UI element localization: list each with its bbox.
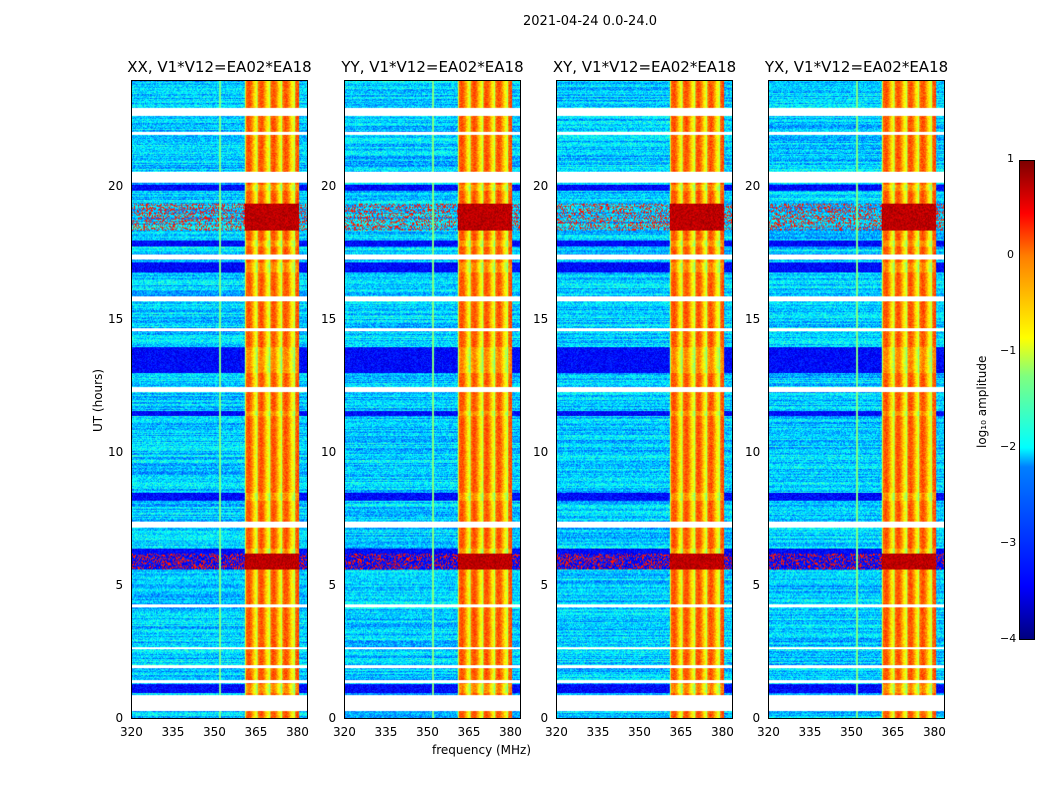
y-tick-label: 20	[321, 178, 337, 193]
colorbar-tick-label: 0	[1007, 248, 1014, 261]
y-tick-label: 0	[328, 711, 337, 725]
y-tick-label: 5	[752, 577, 761, 592]
figure-title: 2021-04-24 0.0-24.0	[523, 14, 657, 29]
spectrogram-panel	[344, 80, 521, 719]
x-tick-label: 350	[415, 725, 439, 739]
colorbar-tick-label: −4	[1000, 632, 1017, 645]
spectrogram-panel	[131, 80, 308, 719]
panel-title: YX, V1*V12=EA02*EA18	[764, 58, 949, 76]
x-tick-label: 365	[457, 725, 481, 739]
heatmap-image	[132, 81, 307, 718]
x-tick-label: 380	[922, 725, 946, 739]
y-tick-label: 10	[533, 444, 549, 459]
colorbar-tick-label: −3	[1000, 536, 1017, 549]
x-tick-label: 350	[202, 725, 226, 739]
x-tick-label: 365	[244, 725, 268, 739]
x-tick-label: 335	[374, 725, 398, 739]
y-tick-label: 0	[115, 711, 124, 725]
x-tick-label: 365	[669, 725, 693, 739]
heatmap-image	[557, 81, 732, 718]
y-tick-label: 20	[533, 178, 549, 193]
panel-title: XY, V1*V12=EA02*EA18	[552, 58, 737, 76]
y-tick-label: 15	[533, 311, 549, 326]
x-tick-label: 350	[839, 725, 863, 739]
x-tick-label: 380	[285, 725, 309, 739]
x-tick-label: 335	[798, 725, 822, 739]
heatmap-image	[345, 81, 520, 718]
x-tick-label: 335	[586, 725, 610, 739]
panel-title: XX, V1*V12=EA02*EA18	[127, 58, 312, 76]
x-tick-label: 365	[881, 725, 905, 739]
y-tick-label: 10	[321, 444, 337, 459]
y-tick-label: 5	[115, 577, 124, 592]
heatmap-image	[769, 81, 944, 718]
y-tick-label: 10	[745, 444, 761, 459]
panel-title: YY, V1*V12=EA02*EA18	[341, 58, 524, 76]
x-tick-label: 320	[120, 725, 143, 739]
x-tick-label: 320	[757, 725, 780, 739]
x-axis-label: frequency (MHz)	[432, 743, 532, 757]
x-tick-label: 320	[545, 725, 568, 739]
x-tick-label: 350	[627, 725, 651, 739]
y-tick-label: 5	[328, 577, 337, 592]
spectrogram-panel	[768, 80, 945, 719]
y-tick-label: 20	[745, 178, 761, 193]
colorbar-tick-label: −2	[1000, 440, 1017, 453]
colorbar	[1019, 160, 1035, 640]
y-tick-label: 15	[321, 311, 337, 326]
colorbar-tick-label: 1	[1007, 152, 1014, 165]
y-tick-label: 10	[108, 444, 124, 459]
y-tick-label: 0	[752, 711, 761, 725]
y-tick-label: 0	[540, 711, 549, 725]
colorbar-tick-label: −1	[1000, 344, 1017, 357]
x-tick-label: 320	[333, 725, 356, 739]
x-tick-label: 380	[498, 725, 522, 739]
x-tick-label: 335	[161, 725, 185, 739]
y-axis-label: UT (hours)	[91, 368, 105, 432]
x-tick-label: 380	[710, 725, 734, 739]
colorbar-label: log₁₀ amplitude	[975, 355, 989, 448]
y-tick-label: 15	[108, 311, 124, 326]
y-tick-label: 5	[540, 577, 549, 592]
y-tick-label: 20	[108, 178, 124, 193]
y-tick-label: 15	[745, 311, 761, 326]
spectrogram-panel	[556, 80, 733, 719]
